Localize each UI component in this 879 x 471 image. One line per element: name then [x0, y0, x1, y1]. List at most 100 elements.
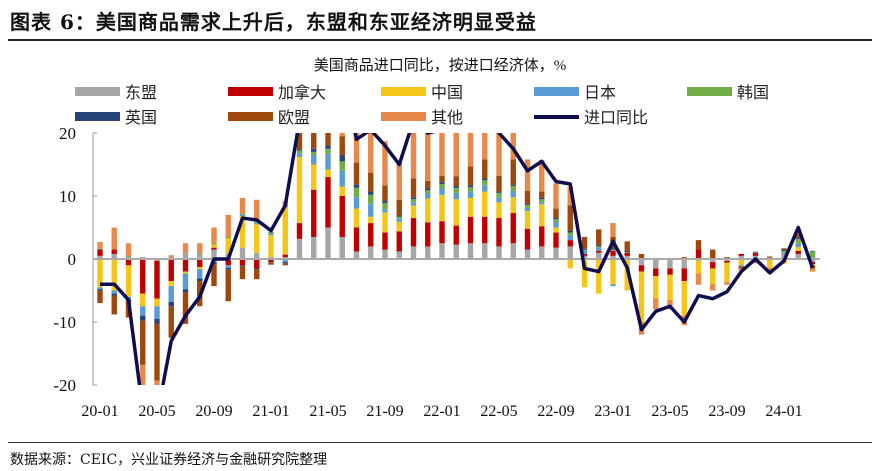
bar-segment: [809, 268, 816, 272]
bar-segment: [268, 262, 274, 263]
x-tick-label: 20-01: [81, 403, 118, 420]
bar-segment: [296, 223, 303, 239]
bar-segment: [296, 150, 303, 154]
bar-segment: [667, 268, 673, 275]
bar-segment: [182, 243, 189, 253]
legend-item: 其他: [381, 109, 463, 127]
bar-segment: [567, 186, 573, 206]
bar-segment: [610, 284, 616, 287]
bar-segment: [553, 232, 559, 248]
bar-segment: [396, 161, 402, 200]
bar-segment: [368, 216, 374, 224]
y-tick-label: 0: [68, 250, 77, 269]
bar-segment: [467, 243, 474, 259]
bar-segment: [581, 253, 588, 256]
bar-segment: [425, 246, 431, 259]
legend-label: 东盟: [125, 84, 157, 102]
bar-segment: [496, 175, 502, 192]
bar-segment: [610, 255, 616, 259]
bar-segment: [439, 182, 445, 185]
bar-segment: [396, 199, 402, 216]
bar-segment: [239, 214, 246, 217]
bar-segment: [368, 133, 374, 173]
bar-segment: [496, 197, 502, 203]
bar-segment: [254, 252, 260, 259]
bar-segment: [567, 246, 573, 259]
bar-segment: [795, 253, 801, 259]
bar-segment: [268, 235, 274, 258]
bar-segment: [638, 253, 645, 259]
bar-segment: [282, 259, 288, 263]
bar-segment: [111, 293, 117, 296]
bar-segment: [254, 221, 260, 224]
bar-segment: [767, 259, 773, 269]
bar-segment: [353, 133, 360, 163]
bar-segment: [724, 262, 730, 282]
bar-segment: [254, 269, 260, 280]
bar-segment: [496, 133, 502, 176]
bar-segment: [296, 156, 303, 224]
bar-segment: [396, 231, 402, 252]
legend-label: 中国: [431, 84, 463, 102]
bar-segment: [254, 223, 260, 225]
bar-segment: [710, 259, 716, 263]
bar-segment: [197, 278, 203, 282]
bar-segment: [140, 293, 146, 307]
bar-segment: [396, 221, 402, 232]
bar-segment: [524, 228, 531, 250]
bar-segment: [567, 259, 573, 269]
bar-segment: [311, 164, 317, 190]
bar-segment: [239, 216, 246, 248]
bar-segment: [368, 172, 374, 192]
bar-segment: [97, 255, 103, 259]
bar-segment: [225, 236, 231, 239]
bar-segment: [182, 271, 189, 274]
bar-segment: [97, 287, 103, 290]
bar-segment: [311, 151, 317, 156]
bar-segment: [510, 190, 516, 198]
bar-segment: [368, 223, 374, 247]
bar-segment: [197, 252, 203, 254]
bar-segment: [795, 247, 801, 251]
bar-segment: [353, 251, 360, 259]
bar-segment: [268, 231, 274, 234]
bar-segment: [524, 190, 531, 204]
bar-segment: [268, 233, 274, 236]
bar-segment: [396, 216, 402, 219]
y-tick-label: 10: [59, 187, 76, 206]
bar-segment: [724, 281, 730, 285]
bar-segment: [154, 260, 160, 299]
bar-segment: [567, 205, 573, 231]
bar-segment: [752, 262, 759, 264]
bar-segment: [496, 246, 502, 259]
legend-swatch: [228, 112, 273, 121]
bar-segment: [624, 241, 630, 251]
bar-segment: [211, 247, 217, 250]
bar-segment: [610, 248, 616, 250]
bar-segment: [154, 323, 160, 381]
legend-label: 欧盟: [278, 109, 310, 127]
legend-item: 东盟: [75, 84, 157, 102]
bar-segment: [567, 230, 573, 233]
bar-segment: [524, 211, 531, 229]
bar-segment: [353, 208, 360, 228]
bar-segment: [254, 268, 260, 270]
bar-segment: [510, 213, 516, 244]
bar-segment: [353, 187, 360, 198]
bar-segment: [225, 269, 231, 302]
bar-segment: [311, 133, 317, 149]
bar-segment: [467, 166, 474, 186]
bar-segment: [453, 192, 459, 200]
legend-swatch: [75, 87, 120, 96]
bar-segment: [339, 186, 345, 196]
x-tick-label: 21-05: [309, 403, 346, 420]
bar-segment: [111, 227, 117, 250]
bar-segment: [225, 238, 231, 254]
bar-segment: [425, 222, 431, 247]
bar-segment: [539, 160, 545, 192]
bar-segment: [524, 207, 531, 212]
bar-segment: [581, 236, 588, 249]
bar-segment: [97, 289, 103, 291]
bar-segment: [140, 306, 146, 316]
